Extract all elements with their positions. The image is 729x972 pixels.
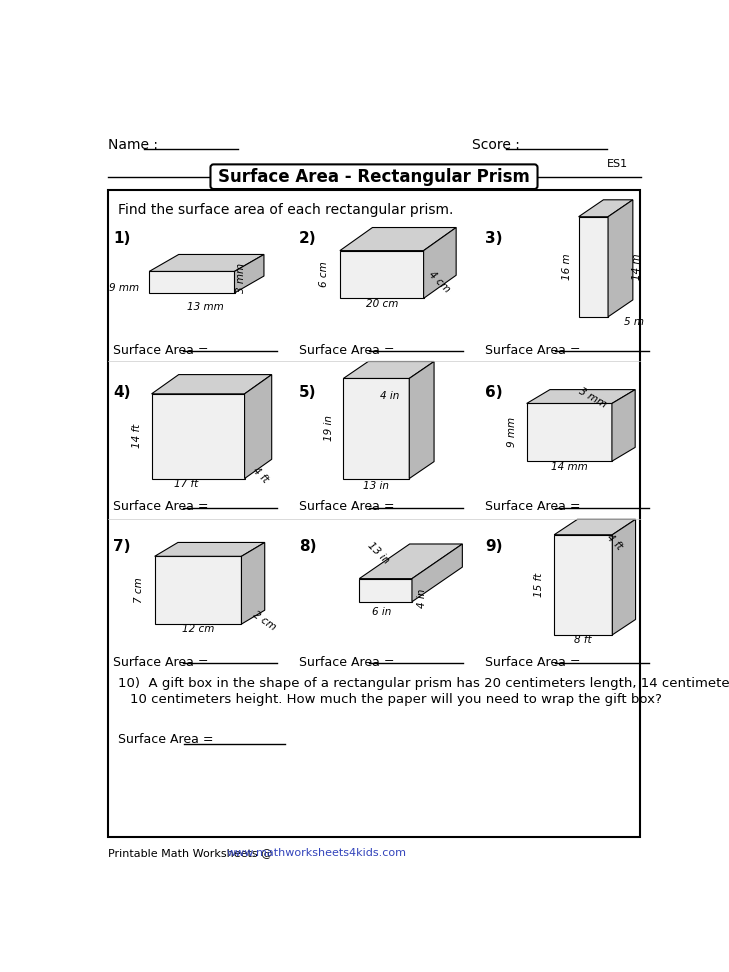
Text: 8 ft: 8 ft <box>574 636 592 645</box>
Polygon shape <box>579 200 633 217</box>
Text: Printable Math Worksheets @: Printable Math Worksheets @ <box>108 849 276 858</box>
Text: 4): 4) <box>113 385 130 399</box>
Polygon shape <box>526 403 612 462</box>
Text: 12 cm: 12 cm <box>182 624 214 634</box>
Polygon shape <box>359 578 412 602</box>
Text: Surface Area =: Surface Area = <box>113 501 208 513</box>
Text: Find the surface area of each rectangular prism.: Find the surface area of each rectangula… <box>118 203 453 217</box>
Polygon shape <box>412 544 462 602</box>
Text: 4 ft: 4 ft <box>605 533 625 552</box>
Text: 4 in: 4 in <box>417 588 426 608</box>
Polygon shape <box>340 251 424 298</box>
Text: Surface Area =: Surface Area = <box>299 656 394 669</box>
Text: Surface Area =: Surface Area = <box>299 344 394 357</box>
Text: 3 mm: 3 mm <box>577 386 608 409</box>
Text: Surface Area =: Surface Area = <box>485 501 580 513</box>
Text: 6 cm: 6 cm <box>319 261 329 288</box>
Text: 20 cm: 20 cm <box>365 298 398 309</box>
Text: ES1: ES1 <box>607 159 628 169</box>
Text: 13 in: 13 in <box>365 540 391 566</box>
Text: Surface Area - Rectangular Prism: Surface Area - Rectangular Prism <box>218 168 530 186</box>
Polygon shape <box>241 542 265 624</box>
Text: 9 mm: 9 mm <box>109 284 139 294</box>
Text: 14 ft: 14 ft <box>132 424 142 448</box>
Polygon shape <box>359 544 462 578</box>
Text: 3 mm: 3 mm <box>236 263 246 294</box>
Polygon shape <box>343 378 409 478</box>
Text: 10)  A gift box in the shape of a rectangular prism has 20 centimeters length, 1: 10) A gift box in the shape of a rectang… <box>118 677 729 690</box>
Polygon shape <box>343 362 434 378</box>
Polygon shape <box>155 542 265 556</box>
Text: 8): 8) <box>299 538 316 554</box>
Text: 9 mm: 9 mm <box>507 417 517 447</box>
Text: 5): 5) <box>299 385 316 399</box>
Polygon shape <box>340 227 456 251</box>
Text: 2): 2) <box>299 230 316 246</box>
Text: Name :: Name : <box>108 138 158 153</box>
Text: 2 cm: 2 cm <box>251 609 278 633</box>
Polygon shape <box>526 390 635 403</box>
Text: 5 m: 5 m <box>624 317 644 328</box>
Text: 6 in: 6 in <box>372 607 391 617</box>
Text: 1): 1) <box>113 230 130 246</box>
Text: 4 in: 4 in <box>381 391 399 401</box>
Polygon shape <box>554 535 612 635</box>
FancyBboxPatch shape <box>211 164 537 189</box>
Text: 17 ft: 17 ft <box>174 479 198 489</box>
Polygon shape <box>152 394 244 478</box>
Text: 15 ft: 15 ft <box>534 573 545 597</box>
Text: 14 m: 14 m <box>632 254 642 280</box>
Polygon shape <box>424 227 456 298</box>
Polygon shape <box>244 374 272 478</box>
Text: www.mathworksheets4kids.com: www.mathworksheets4kids.com <box>227 849 407 858</box>
Polygon shape <box>579 217 608 317</box>
Text: Surface Area =: Surface Area = <box>113 656 208 669</box>
Text: 7 cm: 7 cm <box>134 577 144 603</box>
Polygon shape <box>149 255 264 271</box>
Text: Surface Area =: Surface Area = <box>113 344 208 357</box>
Text: 13 mm: 13 mm <box>187 302 225 312</box>
Text: 14 mm: 14 mm <box>551 462 588 472</box>
Text: 16 m: 16 m <box>561 254 572 280</box>
Text: 4 cm: 4 cm <box>426 269 452 295</box>
Text: 4 ft: 4 ft <box>251 465 270 484</box>
Polygon shape <box>608 200 633 317</box>
Polygon shape <box>235 255 264 293</box>
Text: 10 centimeters height. How much the paper will you need to wrap the gift box?: 10 centimeters height. How much the pape… <box>130 693 662 706</box>
Polygon shape <box>409 362 434 478</box>
Bar <box>108 190 640 837</box>
Polygon shape <box>152 374 272 394</box>
Text: 7): 7) <box>113 538 130 554</box>
Text: Surface Area =: Surface Area = <box>485 344 580 357</box>
Polygon shape <box>612 390 635 462</box>
Polygon shape <box>554 519 636 535</box>
Text: 9): 9) <box>485 538 502 554</box>
Text: 3): 3) <box>485 230 502 246</box>
Text: 13 in: 13 in <box>363 481 389 491</box>
Text: Score :: Score : <box>472 138 521 153</box>
Text: Surface Area =: Surface Area = <box>485 656 580 669</box>
Text: 19 in: 19 in <box>324 415 334 441</box>
Polygon shape <box>612 519 636 635</box>
Polygon shape <box>149 271 235 293</box>
Text: Surface Area =: Surface Area = <box>299 501 394 513</box>
Text: 6): 6) <box>485 385 502 399</box>
Polygon shape <box>155 556 241 624</box>
Text: Surface Area =: Surface Area = <box>118 733 214 746</box>
